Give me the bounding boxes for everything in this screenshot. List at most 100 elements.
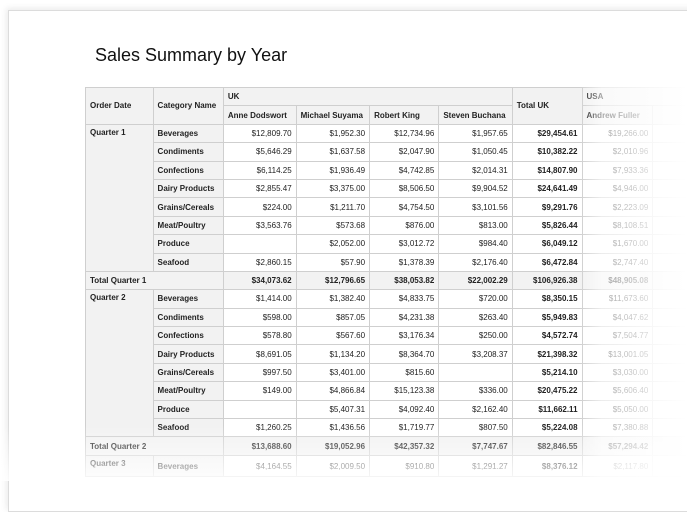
value-cell: $250.00 <box>439 327 512 345</box>
value-cell: $2,052.00 <box>296 235 369 253</box>
category-name: Grains/Cereals <box>153 363 223 381</box>
value-cell <box>223 235 296 253</box>
value-cell: $57.90 <box>296 253 369 271</box>
total-cell: $6,472.84 <box>512 253 582 271</box>
value-cell: $997.50 <box>223 363 296 381</box>
category-name: Dairy Products <box>153 179 223 197</box>
category-name: Condiments <box>153 308 223 326</box>
value-cell: $5,646.29 <box>223 143 296 161</box>
value-cell: $8,364.70 <box>370 345 439 363</box>
value-cell: $813.00 <box>439 216 512 234</box>
value-cell: $1,637.58 <box>296 143 369 161</box>
header-employee: Anne Dodswort <box>223 106 296 124</box>
total-cell: $9,291.76 <box>512 198 582 216</box>
category-name: Dairy Products <box>153 345 223 363</box>
category-name: Produce <box>153 235 223 253</box>
value-cell <box>223 400 296 418</box>
value-cell: $984.40 <box>439 235 512 253</box>
header-employee: Michael Suyama <box>296 106 369 124</box>
value-cell: $4,754.50 <box>370 198 439 216</box>
value-cell: $6,114.25 <box>223 161 296 179</box>
total-cell: $34,073.62 <box>223 271 296 289</box>
header-employee: Steven Buchana <box>439 106 512 124</box>
fade-right <box>580 80 687 481</box>
value-cell: $573.68 <box>296 216 369 234</box>
total-cell: $8,350.15 <box>512 290 582 308</box>
category-name: Beverages <box>153 290 223 308</box>
total-cell: $11,662.11 <box>512 400 582 418</box>
total-cell: $10,382.22 <box>512 143 582 161</box>
category-name: Produce <box>153 400 223 418</box>
value-cell: $1,211.70 <box>296 198 369 216</box>
value-cell: $3,176.34 <box>370 327 439 345</box>
value-cell: $3,401.00 <box>296 363 369 381</box>
value-cell: $3,563.76 <box>223 216 296 234</box>
value-cell: $1,936.49 <box>296 161 369 179</box>
total-cell: $12,796.65 <box>296 271 369 289</box>
total-cell: $5,949.83 <box>512 308 582 326</box>
value-cell: $9,904.52 <box>439 179 512 197</box>
category-name: Seafood <box>153 253 223 271</box>
value-cell: $567.60 <box>296 327 369 345</box>
total-cell: $21,398.32 <box>512 345 582 363</box>
category-name: Meat/Poultry <box>153 382 223 400</box>
value-cell: $15,123.38 <box>370 382 439 400</box>
total-cell: $14,807.90 <box>512 161 582 179</box>
value-cell: $2,176.40 <box>439 253 512 271</box>
value-cell: $4,866.84 <box>296 382 369 400</box>
value-cell: $2,162.40 <box>439 400 512 418</box>
value-cell: $263.40 <box>439 308 512 326</box>
value-cell: $578.80 <box>223 327 296 345</box>
value-cell: $8,691.05 <box>223 345 296 363</box>
header-order-date: Order Date <box>86 88 154 125</box>
value-cell: $3,012.72 <box>370 235 439 253</box>
value-cell <box>439 363 512 381</box>
total-cell: $106,926.38 <box>512 271 582 289</box>
value-cell: $3,375.00 <box>296 179 369 197</box>
value-cell: $1,952.30 <box>296 124 369 142</box>
value-cell: $1,050.45 <box>439 143 512 161</box>
value-cell: $4,231.38 <box>370 308 439 326</box>
category-name: Meat/Poultry <box>153 216 223 234</box>
total-cell: $20,475.22 <box>512 382 582 400</box>
value-cell: $598.00 <box>223 308 296 326</box>
value-cell: $4,742.85 <box>370 161 439 179</box>
value-cell: $1,134.20 <box>296 345 369 363</box>
header-employee: Robert King <box>370 106 439 124</box>
value-cell: $4,833.75 <box>370 290 439 308</box>
value-cell: $3,101.56 <box>439 198 512 216</box>
value-cell: $857.05 <box>296 308 369 326</box>
header-category: Category Name <box>153 88 223 125</box>
category-name: Beverages <box>153 124 223 142</box>
total-cell: $4,572.74 <box>512 327 582 345</box>
value-cell: $815.60 <box>370 363 439 381</box>
total-cell: $29,454.61 <box>512 124 582 142</box>
value-cell: $876.00 <box>370 216 439 234</box>
value-cell: $224.00 <box>223 198 296 216</box>
total-label: Total Quarter 1 <box>86 271 224 289</box>
group-label: Quarter 2 <box>86 290 154 437</box>
header-country: UK <box>223 88 512 106</box>
value-cell: $12,809.70 <box>223 124 296 142</box>
value-cell: $8,506.50 <box>370 179 439 197</box>
value-cell: $1,378.39 <box>370 253 439 271</box>
value-cell: $2,855.47 <box>223 179 296 197</box>
value-cell: $3,208.37 <box>439 345 512 363</box>
value-cell: $149.00 <box>223 382 296 400</box>
total-cell: $5,214.10 <box>512 363 582 381</box>
total-cell: $22,002.29 <box>439 271 512 289</box>
group-label: Quarter 1 <box>86 124 154 271</box>
value-cell: $1,414.00 <box>223 290 296 308</box>
value-cell: $12,734.96 <box>370 124 439 142</box>
value-cell: $336.00 <box>439 382 512 400</box>
value-cell: $2,860.15 <box>223 253 296 271</box>
category-name: Grains/Cereals <box>153 198 223 216</box>
value-cell: $2,047.90 <box>370 143 439 161</box>
value-cell: $1,382.40 <box>296 290 369 308</box>
header-total: Total UK <box>512 88 582 125</box>
report-title: Sales Summary by Year <box>95 45 287 66</box>
total-cell: $24,641.49 <box>512 179 582 197</box>
category-name: Condiments <box>153 143 223 161</box>
total-cell: $38,053.82 <box>370 271 439 289</box>
total-cell: $6,049.12 <box>512 235 582 253</box>
